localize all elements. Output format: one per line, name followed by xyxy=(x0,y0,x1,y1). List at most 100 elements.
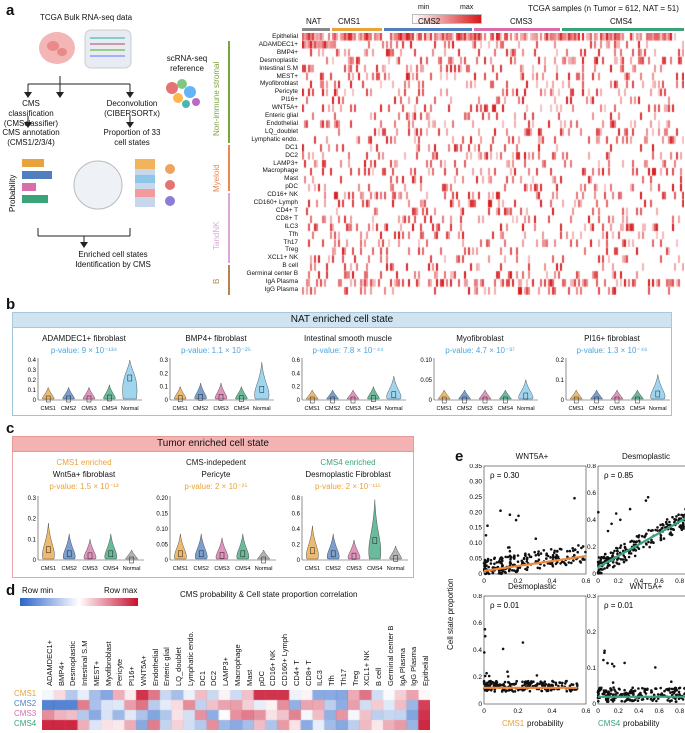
violin-cms4 xyxy=(631,389,644,400)
c-plot-pvalue: p-value: 1.5 × 10⁻¹³ xyxy=(49,482,119,491)
scatter-point xyxy=(623,555,627,559)
d-col-label: PI16+ xyxy=(127,666,137,686)
x-tick-label: CMS3 xyxy=(477,406,492,412)
group-non-immune: Non-immune stromal xyxy=(212,61,221,136)
box-normal xyxy=(655,390,661,398)
scatter-point xyxy=(659,686,662,690)
x-tick-label: Normal xyxy=(387,566,405,572)
x-tick-label: CMS4 xyxy=(630,406,645,412)
y-tick-label: 0.25 xyxy=(469,494,482,501)
scatter-point xyxy=(564,682,567,685)
violin-normal xyxy=(518,379,534,400)
hm-row-label: Tfh xyxy=(288,230,298,238)
scatter-point xyxy=(656,526,659,529)
scatter-point xyxy=(628,699,632,702)
scatter-point xyxy=(597,510,600,514)
scatter-point xyxy=(649,529,653,532)
col-group-cms3: CMS3 xyxy=(510,17,533,26)
hm-row-label: DC1 xyxy=(285,143,298,151)
d-row-label: CMS1 xyxy=(14,689,37,698)
scatter-point xyxy=(562,561,566,564)
scatter-point xyxy=(487,565,490,569)
scatter-point xyxy=(631,686,634,689)
y-tick-label: 0.6 xyxy=(587,490,596,497)
scatter-point xyxy=(659,693,663,697)
d-col-label: CD8+ T xyxy=(303,660,313,686)
scatter-point xyxy=(573,496,576,500)
scatter-point xyxy=(571,547,574,550)
hm-row-label: DC2 xyxy=(285,151,298,159)
y-tick-label: 0.4 xyxy=(473,647,482,654)
scatter-point xyxy=(584,550,587,554)
d-col-label: MEST+ xyxy=(91,660,101,686)
scatter-point xyxy=(573,553,576,557)
scatter-point xyxy=(516,560,520,563)
scatter-point xyxy=(611,554,614,558)
b-plot-pvalue: p-value: 1.3 × 10⁻⁴⁶ xyxy=(576,346,648,355)
scatter-point xyxy=(616,552,619,556)
scatter-point xyxy=(495,561,499,564)
hm-row-label: B cell xyxy=(282,262,298,270)
scatter-point xyxy=(529,555,533,559)
col-group-nat: NAT xyxy=(306,17,322,26)
scatter-point xyxy=(522,557,526,561)
y-tick-label: 0.20 xyxy=(156,496,168,502)
scatter-point xyxy=(578,560,582,563)
x-tick-label: 0.2 xyxy=(513,708,522,715)
y-tick-label: 0.20 xyxy=(469,509,482,516)
scatter-point xyxy=(597,692,600,695)
scatter-point xyxy=(620,699,623,703)
scatter-point xyxy=(623,545,627,549)
scatter-point xyxy=(637,693,641,696)
b-plot-pvalue: p-value: 7.8 × 10⁻⁴⁴ xyxy=(312,346,384,355)
scatter-point xyxy=(633,554,637,558)
box-cms2 xyxy=(330,550,336,558)
scatter-point xyxy=(681,698,685,701)
plot-frame xyxy=(483,465,587,575)
y-tick-label: 0.6 xyxy=(292,358,301,364)
scatter-point xyxy=(650,538,653,542)
x-tick-label: CMS4 xyxy=(234,406,249,412)
y-tick-label: 0.05 xyxy=(156,543,168,549)
b4-violin-plot: 0.2 0.1 0 CMS1 CMS2 CMS3 CMS4 Normal xyxy=(556,358,670,412)
x-tick-label: 0.4 xyxy=(547,578,556,585)
x-tick-label: CMS2 xyxy=(325,406,340,412)
scatter-point xyxy=(673,518,676,521)
scatter-point xyxy=(600,555,603,559)
hm-row-label: LAMP3+ xyxy=(273,159,298,167)
scatter-point xyxy=(669,527,673,531)
scatter-point xyxy=(526,566,529,569)
scatter-point xyxy=(483,634,487,638)
scatter-point xyxy=(614,512,618,515)
scatter-point xyxy=(644,688,648,692)
scatter-point xyxy=(498,561,502,564)
scatter-point xyxy=(509,555,513,559)
scatter-point xyxy=(597,568,601,571)
violin-normal xyxy=(122,359,138,400)
violin-cms3 xyxy=(214,383,228,400)
scatter-point xyxy=(489,562,493,565)
scatter-point xyxy=(624,699,628,702)
y-tick-label: 0.05 xyxy=(420,378,432,384)
d-col-label: Germinal center B xyxy=(385,625,395,686)
scatter-point xyxy=(668,699,672,703)
hm-row-label: IgG Plasma xyxy=(264,286,298,293)
scatter-point xyxy=(549,688,553,692)
rho-label: ρ = 0.85 xyxy=(604,471,634,480)
box-cms3 xyxy=(614,396,620,404)
x-tick-label: 0.4 xyxy=(634,708,643,715)
box-cms3 xyxy=(86,395,92,403)
scatter-point xyxy=(528,689,532,693)
scatter-point xyxy=(647,540,650,544)
x-tick-label: CMS2 xyxy=(589,406,604,412)
scatter-point xyxy=(570,561,573,565)
scatter-point xyxy=(534,554,538,557)
violin-cms4 xyxy=(235,386,248,400)
c-plot-title: Wnt5a+ fibroblast xyxy=(52,470,116,479)
x-tick-label: CMS2 xyxy=(61,406,76,412)
scatter-point xyxy=(619,518,622,522)
scatter-point xyxy=(483,674,487,678)
scatter-point xyxy=(600,561,603,564)
scatter-point xyxy=(616,550,619,553)
hm-row-label: Pericyte xyxy=(274,88,298,96)
